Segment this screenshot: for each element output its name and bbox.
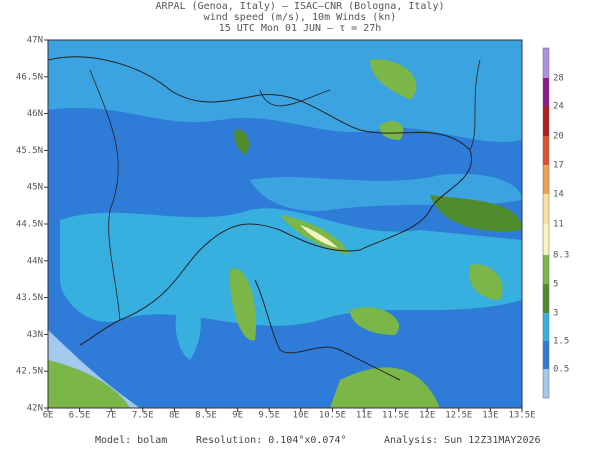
colorbar-label: 24 xyxy=(553,102,564,112)
colorbar-label: 3 xyxy=(553,309,558,319)
lat-label: 43N xyxy=(27,330,43,340)
lat-label: 46N xyxy=(27,109,43,119)
lat-label: 44N xyxy=(27,256,43,266)
lon-label: 12.5E xyxy=(445,411,472,421)
lat-label: 42N xyxy=(27,404,43,414)
header-line: 15 UTC Mon 01 JUN – τ = 27h xyxy=(219,23,382,34)
lon-label: 10.5E xyxy=(319,411,346,421)
footer-model: Model: bolam xyxy=(95,435,167,446)
lon-label: 9.5E xyxy=(258,411,280,421)
colorbar-label: 5 xyxy=(553,280,558,290)
lon-label: 7E xyxy=(106,411,117,421)
header-line: ARPAL (Genoa, Italy) – ISAC–CNR (Bologna… xyxy=(156,1,445,12)
lon-label: 11E xyxy=(356,411,372,421)
lat-label: 45.5N xyxy=(16,146,43,156)
colorbar-label: 11 xyxy=(553,220,564,230)
colorbar xyxy=(542,47,550,399)
lon-label: 11.5E xyxy=(382,411,409,421)
colorbar-label: 17 xyxy=(553,161,564,171)
map-field xyxy=(48,40,522,408)
lat-label: 42.5N xyxy=(16,367,43,377)
lon-label: 6E xyxy=(43,411,54,421)
lon-label: 13.5E xyxy=(508,411,535,421)
lon-label: 7.5E xyxy=(132,411,154,421)
lat-label: 43.5N xyxy=(16,293,43,303)
lat-label: 46.5N xyxy=(16,72,43,82)
footer-analysis: Analysis: Sun 12Z31MAY2026 xyxy=(384,435,541,446)
colorbar-label: 1.5 xyxy=(553,337,569,347)
lat-label: 44.5N xyxy=(16,220,43,230)
colorbar-label: 28 xyxy=(553,74,564,84)
lon-label: 8E xyxy=(169,411,180,421)
colorbar-label: 8.3 xyxy=(553,251,569,261)
lon-label: 9E xyxy=(232,411,243,421)
lat-label: 45N xyxy=(27,183,43,193)
header-line: wind speed (m/s), 10m Winds (kn) xyxy=(204,12,397,23)
lon-label: 8.5E xyxy=(195,411,217,421)
lon-label: 10E xyxy=(293,411,309,421)
lon-label: 13E xyxy=(482,411,498,421)
colorbar-label: 20 xyxy=(553,132,564,142)
lon-label: 6.5E xyxy=(69,411,91,421)
lat-label: 47N xyxy=(27,36,43,46)
colorbar-label: 0.5 xyxy=(553,365,569,375)
lon-label: 12E xyxy=(419,411,435,421)
colorbar-label: 14 xyxy=(553,190,564,200)
footer-resolution: Resolution: 0.104°x0.074° xyxy=(196,435,347,446)
